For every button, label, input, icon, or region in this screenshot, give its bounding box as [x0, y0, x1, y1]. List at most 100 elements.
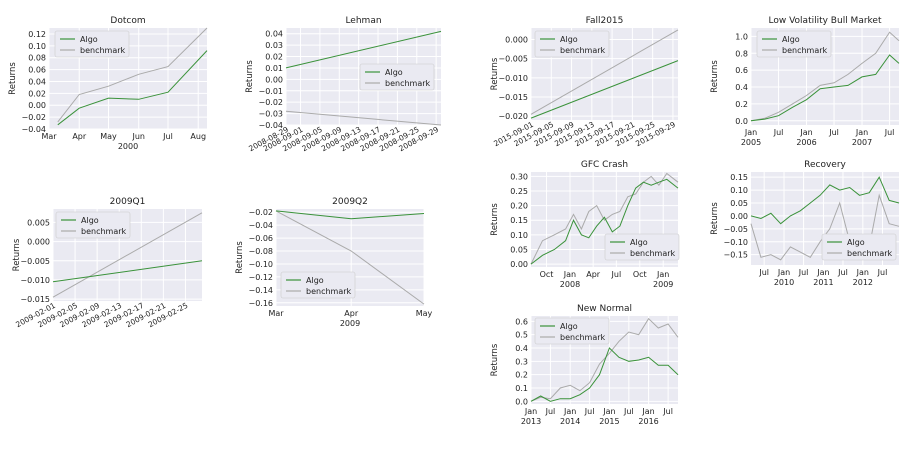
- y-tick-label: −0.01: [258, 87, 283, 96]
- y-tick-label: −0.02: [248, 208, 273, 217]
- y-tick-label: 0.3: [515, 357, 528, 366]
- y-tick-label: 0.6: [515, 317, 528, 326]
- y-tick-label: −0.05: [723, 225, 748, 234]
- x-tick-label: May: [416, 309, 433, 318]
- y-tick-label: 0.04: [265, 30, 283, 39]
- y-tick-label: 0.1: [515, 384, 528, 393]
- y-axis-label: Returns: [490, 343, 500, 376]
- y-tick-label: 0.00: [265, 75, 283, 84]
- y-axis-label: Returns: [490, 57, 500, 90]
- x-tick-label: Jul: [584, 407, 595, 416]
- legend-label-algo: Algo: [385, 68, 403, 77]
- y-tick-label: −0.020: [498, 112, 528, 121]
- x-tick-label: Jun: [131, 132, 145, 141]
- chart-title: New Normal: [577, 304, 632, 314]
- y-axis-label: Returns: [490, 203, 500, 236]
- legend-label-benchmark: benchmark: [385, 79, 431, 88]
- series-line-benchmark: [750, 31, 900, 122]
- y-tick-label: −0.04: [21, 125, 46, 134]
- x-tick-label: Jan: [524, 407, 537, 416]
- y-tick-label: 0.01: [265, 64, 283, 73]
- x-tick-label: Jul: [773, 128, 784, 137]
- x-tick-year-label: 2012: [853, 278, 873, 287]
- x-tick-year-label: 2015: [599, 417, 619, 426]
- x-tick-label: Jul: [758, 268, 769, 277]
- chart-2: −0.020−0.015−0.010−0.0050.0002015-09-012…: [490, 16, 679, 148]
- series-line-algo: [530, 60, 679, 119]
- y-tick-label: 0.25: [510, 187, 528, 196]
- y-axis-label: Returns: [245, 60, 255, 93]
- y-tick-label: −0.06: [248, 234, 273, 243]
- y-tick-label: 0.12: [28, 30, 46, 39]
- x-axis-label: 2009: [340, 319, 360, 328]
- chart-4: −0.015−0.010−0.0050.0000.0052009-02-0120…: [12, 197, 203, 329]
- chart-title: Dotcom: [110, 16, 145, 26]
- y-tick-label: −0.015: [20, 295, 50, 304]
- y-tick-label: 0.10: [510, 231, 528, 240]
- y-tick-label: −0.04: [258, 121, 283, 130]
- series-line-algo: [57, 50, 208, 126]
- y-tick-label: 0.0: [515, 397, 528, 406]
- y-axis-label: Returns: [12, 238, 22, 271]
- y-tick-label: 0.4: [515, 344, 528, 353]
- x-tick-label: Jul: [662, 407, 673, 416]
- x-tick-label: Jan: [856, 268, 869, 277]
- series-line-algo: [530, 178, 679, 265]
- y-tick-label: −0.12: [248, 273, 273, 282]
- x-tick-label: Jul: [828, 128, 839, 137]
- y-tick-label: 0.04: [28, 77, 46, 86]
- legend: Algo benchmark: [54, 30, 130, 58]
- y-axis-label: Returns: [8, 62, 18, 95]
- chart-title: 2009Q1: [110, 197, 146, 207]
- legend-label-benchmark: benchmark: [847, 249, 893, 258]
- x-tick-label: Jan: [799, 128, 812, 137]
- legend: Algo benchmark: [534, 30, 610, 58]
- y-tick-label: −0.10: [723, 238, 748, 247]
- x-tick-label: Jan: [656, 270, 669, 279]
- x-axis-label: 2000: [118, 142, 138, 151]
- x-tick-year-label: 2014: [560, 417, 580, 426]
- y-tick-label: 0.30: [510, 172, 528, 181]
- x-tick-label: Jan: [777, 268, 790, 277]
- x-tick-year-label: 2016: [638, 417, 658, 426]
- x-tick-label: Jan: [816, 268, 829, 277]
- x-tick-label: Jul: [837, 268, 848, 277]
- legend: Algo benchmark: [756, 30, 832, 58]
- x-tick-label: Jul: [545, 407, 556, 416]
- x-tick-label: Mar: [41, 132, 57, 141]
- y-tick-label: 0.8: [735, 49, 748, 58]
- legend-label-benchmark: benchmark: [306, 287, 352, 296]
- series-line-algo: [750, 54, 900, 122]
- legend-label-algo: Algo: [630, 238, 648, 247]
- legend: Algo benchmark: [821, 233, 897, 261]
- chart-title: Recovery: [804, 160, 846, 170]
- x-tick-label: Jul: [611, 270, 622, 279]
- series-line-algo: [275, 210, 425, 220]
- x-tick-label: Jan: [855, 128, 868, 137]
- y-tick-label: −0.02: [258, 98, 283, 107]
- x-tick-year-label: 2010: [774, 278, 794, 287]
- series-line-algo: [530, 347, 679, 402]
- series-line-benchmark: [530, 317, 679, 402]
- y-tick-label: −0.08: [248, 247, 273, 256]
- legend-label-benchmark: benchmark: [782, 46, 828, 55]
- y-tick-label: 0.15: [730, 173, 748, 182]
- y-tick-label: −0.10: [248, 260, 273, 269]
- x-tick-label: Aug: [190, 132, 206, 141]
- x-tick-year-label: 2005: [741, 138, 761, 147]
- y-tick-label: 0.10: [28, 42, 46, 51]
- y-tick-label: 0.00: [730, 212, 748, 221]
- y-tick-label: −0.15: [723, 251, 748, 260]
- chart-title: Lehman: [345, 16, 381, 26]
- y-tick-label: 0.02: [265, 53, 283, 62]
- y-tick-label: 0.0: [735, 117, 748, 126]
- legend-label-algo: Algo: [560, 322, 578, 331]
- legend-label-algo: Algo: [782, 35, 800, 44]
- legend: Algo benchmark: [280, 271, 356, 299]
- chart-title: Fall2015: [586, 16, 624, 26]
- y-tick-label: −0.005: [498, 55, 528, 64]
- x-tick-label: Apr: [344, 309, 359, 318]
